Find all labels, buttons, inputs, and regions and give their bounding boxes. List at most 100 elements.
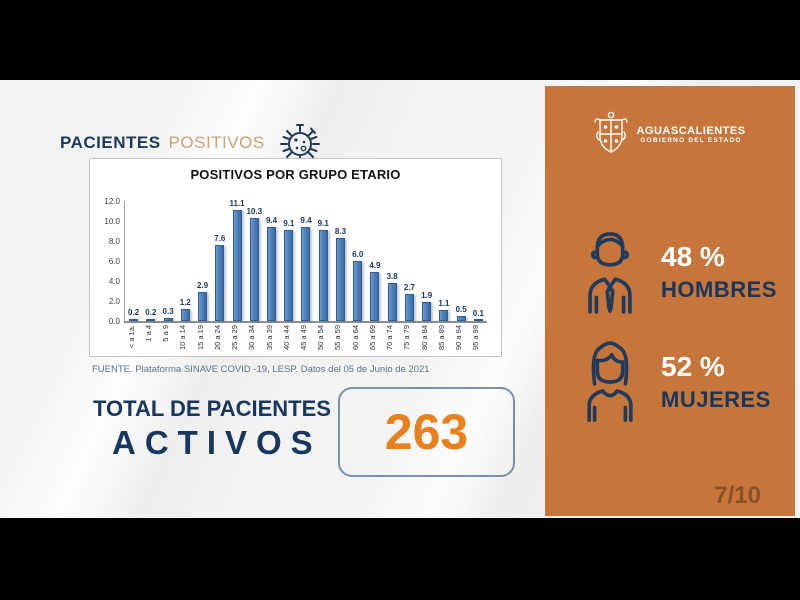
bar	[163, 318, 173, 321]
bar	[353, 261, 363, 321]
bottom-letterbox-bar	[0, 518, 800, 600]
bar-column: 1.2	[177, 201, 194, 321]
total-label-line1: TOTAL DE PACIENTES	[93, 396, 331, 421]
bar-value-label: 0.2	[145, 308, 157, 317]
bar	[335, 238, 345, 321]
page-title: PACIENTES POSITIVOS	[60, 120, 323, 166]
x-axis-label: 95 a 99	[471, 325, 481, 351]
bar-value-label: 1.2	[179, 298, 191, 307]
bar	[318, 230, 328, 321]
total-value-box: 263	[338, 387, 515, 477]
bar-value-label: 9.1	[317, 219, 329, 228]
bar-value-label: 1.9	[421, 291, 433, 300]
bar-column: 6.0	[349, 201, 366, 321]
bar	[232, 210, 242, 321]
stat-value-mujeres: 52 %	[661, 351, 725, 382]
bar-column: 7.6	[211, 201, 228, 321]
bar	[284, 230, 294, 321]
bar-value-label: 8.3	[334, 227, 347, 236]
bar-value-label: 2.9	[196, 281, 209, 290]
title-pacientes: PACIENTES	[60, 133, 161, 152]
top-letterbox-bar	[0, 0, 800, 80]
x-axis-label: 10 a 14	[178, 325, 188, 351]
y-axis-label: 10.0	[104, 217, 120, 226]
bar-column: 8.3	[332, 201, 349, 321]
x-axis-label: 1 a 4	[143, 325, 153, 342]
x-axis-label: 55 a 59	[333, 325, 343, 351]
y-axis-label: 12.0	[104, 197, 120, 206]
bar	[439, 310, 449, 321]
x-axis-label: < a 1a.	[126, 325, 136, 349]
bar	[456, 316, 466, 321]
x-axis-label: 20 a 24	[212, 325, 222, 351]
age-group-chart: POSITIVOS POR GRUPO ETARIO 0.2 0.2 0.3 1.2 2…	[89, 158, 502, 357]
source-note: FUENTE. Plataforma SINAVE COVID -19, LES…	[92, 364, 430, 375]
bar-column: 0.1	[470, 201, 487, 321]
bar	[301, 227, 311, 321]
bar-column: 0.2	[125, 201, 142, 321]
bar-column: 4.9	[366, 201, 383, 321]
bar-column: 9.4	[263, 201, 280, 321]
bar-value-label: 7.6	[214, 234, 226, 243]
x-axis-label: 85 a 89	[436, 325, 446, 351]
chart-title: POSITIVOS POR GRUPO ETARIO	[190, 167, 401, 182]
y-axis-label: 4.0	[108, 277, 120, 286]
bar	[422, 302, 432, 321]
x-axis-label: 15 a 19	[195, 325, 205, 351]
bar	[249, 218, 259, 321]
stat-mujeres: 52 % MUJERES	[581, 338, 771, 426]
bar-column: 0.5	[453, 201, 470, 321]
bar-value-label: 0.3	[162, 307, 174, 316]
bar-value-label: 0.5	[455, 305, 467, 314]
bar-column: 1.1	[435, 201, 452, 321]
stat-label-mujeres: MUJERES	[661, 387, 771, 412]
chart-plot-area: 0.2 0.2 0.3 1.2 2.9 7.6 11.1 10.3 9.4 9.1 9.4 9.1 8.…	[124, 199, 487, 323]
bar-column: 2.7	[401, 201, 418, 321]
y-axis-label: 8.0	[108, 237, 120, 246]
bar-column: 9.1	[280, 201, 297, 321]
bar	[215, 245, 225, 321]
title-positivos: POSITIVOS	[168, 133, 265, 152]
bar	[473, 319, 483, 321]
bar-value-label: 9.4	[300, 216, 312, 225]
x-axis-label: 40 a 44	[281, 325, 291, 351]
total-value: 263	[384, 404, 469, 460]
bar-value-label: 4.9	[369, 261, 381, 270]
y-axis-label: 6.0	[108, 257, 120, 266]
bar-value-label: 10.3	[246, 207, 263, 216]
x-axis-label: 5 a 9	[161, 325, 171, 342]
x-axis-label: 65 a 69	[367, 325, 377, 351]
slide-background: PACIENTES POSITIVOS	[0, 80, 800, 518]
x-axis-label: 80 a 84	[419, 325, 429, 351]
x-axis-label: 90 a 94	[454, 325, 464, 351]
x-axis-label: 70 a 74	[385, 325, 395, 351]
x-axis-label: 45 a 49	[299, 325, 308, 351]
bar	[387, 283, 397, 321]
total-label-line2: ACTIVOS	[112, 424, 322, 461]
bar	[146, 319, 156, 321]
bar-column: 2.9	[194, 201, 211, 321]
bar-value-label: 0.2	[128, 308, 140, 317]
bar-column: 0.3	[159, 201, 176, 321]
bar-column: 0.2	[142, 201, 159, 321]
state-logo: AGUASCALIENTES GOBIERNO DEL ESTADO	[545, 110, 795, 158]
bar-column: 9.1	[315, 201, 332, 321]
woman-icon	[587, 341, 633, 422]
bar-column: 10.3	[246, 201, 263, 321]
virus-icon	[279, 124, 320, 163]
bar-value-label: 2.7	[403, 283, 415, 292]
bar	[267, 227, 276, 321]
bar-value-label: 6.0	[352, 250, 364, 259]
man-icon	[588, 232, 632, 314]
stat-hombres: 48 % HOMBRES	[581, 226, 777, 318]
bar	[180, 309, 190, 321]
bar-column: 11.1	[228, 199, 245, 321]
bar	[370, 272, 380, 321]
logo-subtitle: GOBIERNO DEL ESTADO	[640, 136, 742, 144]
bar	[198, 292, 208, 321]
bar	[404, 294, 414, 321]
logo-name: AGUASCALIENTES	[636, 124, 746, 137]
bar-value-label: 9.4	[265, 216, 278, 225]
page-indicator: 7/10	[714, 482, 761, 509]
bar-value-label: 3.8	[386, 272, 398, 281]
